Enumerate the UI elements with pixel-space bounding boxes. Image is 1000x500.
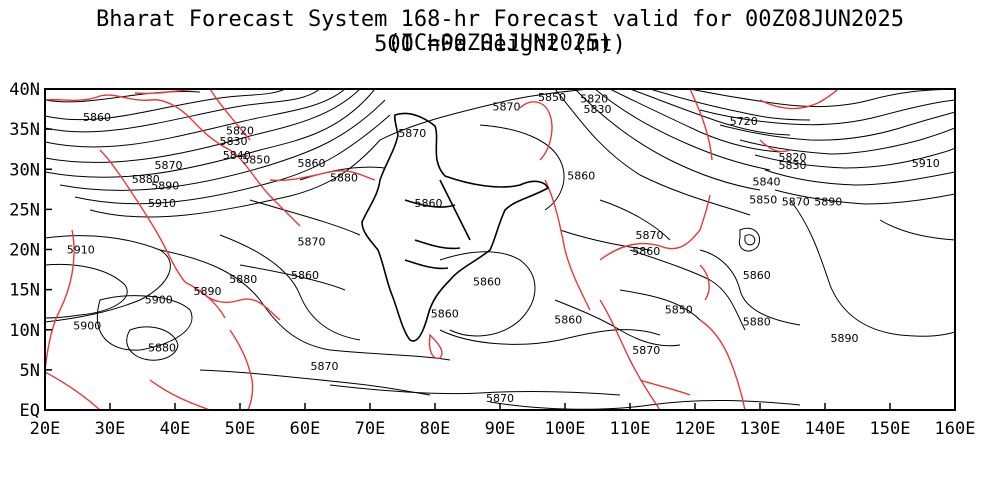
contour-label: 5850 bbox=[538, 91, 566, 104]
contour-label: 5860 bbox=[291, 269, 319, 282]
contour-label: 5830 bbox=[584, 103, 612, 116]
india-border bbox=[361, 112, 550, 342]
contour-label: 5880 bbox=[330, 171, 358, 184]
contour-label: 5860 bbox=[567, 170, 595, 183]
contour-label: 5850 bbox=[242, 154, 270, 167]
contour-label: 5890 bbox=[831, 332, 859, 345]
x-tick-label: 150E bbox=[870, 419, 911, 439]
x-tick-label: 140E bbox=[805, 419, 846, 439]
axis-ticks: 20E 30E 40E 50E 60E 70E 80E 90E 100E 110E 120E 130E… bbox=[9, 80, 975, 439]
y-tick-label: 40N bbox=[9, 80, 40, 100]
contour-label: 5880 bbox=[743, 316, 771, 329]
contour-label: 5890 bbox=[814, 195, 842, 208]
contour-label: 5820 bbox=[779, 151, 807, 164]
contour-label: 5860 bbox=[83, 111, 111, 124]
x-tick-label: 130E bbox=[740, 419, 781, 439]
map-layers bbox=[45, 89, 955, 410]
y-tick-label: 30N bbox=[9, 160, 40, 180]
plot-frame bbox=[44, 88, 956, 411]
y-tick-label: 20N bbox=[9, 241, 40, 261]
contour-label: 5870 bbox=[632, 344, 660, 357]
map-title: Bharat Forecast System 168-hr Forecast v… bbox=[96, 7, 904, 56]
x-tick-label: 80E bbox=[420, 419, 451, 439]
y-tick-label: 15N bbox=[9, 281, 40, 301]
x-tick-label: 100E bbox=[545, 419, 586, 439]
contour-label: 5850 bbox=[665, 304, 693, 317]
contour-label: 5860 bbox=[415, 197, 443, 210]
contour-label: 5820 bbox=[226, 125, 254, 138]
coastlines bbox=[45, 89, 839, 410]
contour-label: 5870 bbox=[493, 101, 521, 114]
contour-label: 5820 bbox=[580, 93, 608, 106]
contour-label: 5860 bbox=[431, 308, 459, 321]
contour-label: 5880 bbox=[229, 273, 257, 286]
y-tick-label: 10N bbox=[9, 321, 40, 341]
y-tick-label: 25N bbox=[9, 200, 40, 220]
contour-label: 5870 bbox=[782, 195, 810, 208]
contour-label: 5900 bbox=[145, 293, 173, 306]
x-tick-label: 110E bbox=[610, 419, 651, 439]
height-contours bbox=[45, 89, 955, 410]
contour-label: 5860 bbox=[473, 276, 501, 289]
contour-label: 5870 bbox=[636, 229, 664, 242]
x-tick-label: 70E bbox=[355, 419, 386, 439]
contour-label: 5900 bbox=[73, 320, 101, 333]
contour-label: 5840 bbox=[223, 149, 251, 162]
contour-label: 5870 bbox=[298, 235, 326, 248]
contour-label: 5910 bbox=[148, 197, 176, 210]
contour-label: 5840 bbox=[753, 175, 781, 188]
y-tick-label: 5N bbox=[20, 361, 40, 381]
x-tick-label: 30E bbox=[95, 419, 126, 439]
x-tick-label: 50E bbox=[225, 419, 256, 439]
x-tick-label: 90E bbox=[485, 419, 516, 439]
x-tick-label: 120E bbox=[675, 419, 716, 439]
x-tick-label: 20E bbox=[30, 419, 61, 439]
contour-label: 5910 bbox=[912, 157, 940, 170]
contour-label: 5870 bbox=[486, 392, 514, 405]
contour-label: 5830 bbox=[220, 135, 248, 148]
contour-label: 5720 bbox=[730, 115, 758, 128]
contour-label: 5860 bbox=[743, 269, 771, 282]
y-tick-label: EQ bbox=[20, 401, 40, 421]
contour-label: 5870 bbox=[311, 360, 339, 373]
contour-label: 5910 bbox=[67, 244, 95, 257]
x-tick-label: 160E bbox=[935, 419, 976, 439]
x-tick-label: 40E bbox=[160, 419, 191, 439]
contour-label: 5830 bbox=[779, 159, 807, 172]
contour-label: 5870 bbox=[155, 159, 183, 172]
contour-label: 5870 bbox=[398, 127, 426, 140]
contour-label: 5860 bbox=[632, 245, 660, 258]
contour-label: 5890 bbox=[151, 179, 179, 192]
contour-label: 5880 bbox=[132, 173, 160, 186]
contour-label: 5880 bbox=[148, 341, 176, 354]
contour-label: 5860 bbox=[298, 157, 326, 170]
contour-label: 5850 bbox=[749, 194, 777, 207]
map-subtitle: 500 hPa Height (mt) bbox=[374, 32, 626, 57]
contour-label: 5860 bbox=[554, 313, 582, 326]
x-tick-label: 60E bbox=[290, 419, 321, 439]
y-tick-label: 35N bbox=[9, 120, 40, 140]
contour-label: 5890 bbox=[194, 285, 222, 298]
